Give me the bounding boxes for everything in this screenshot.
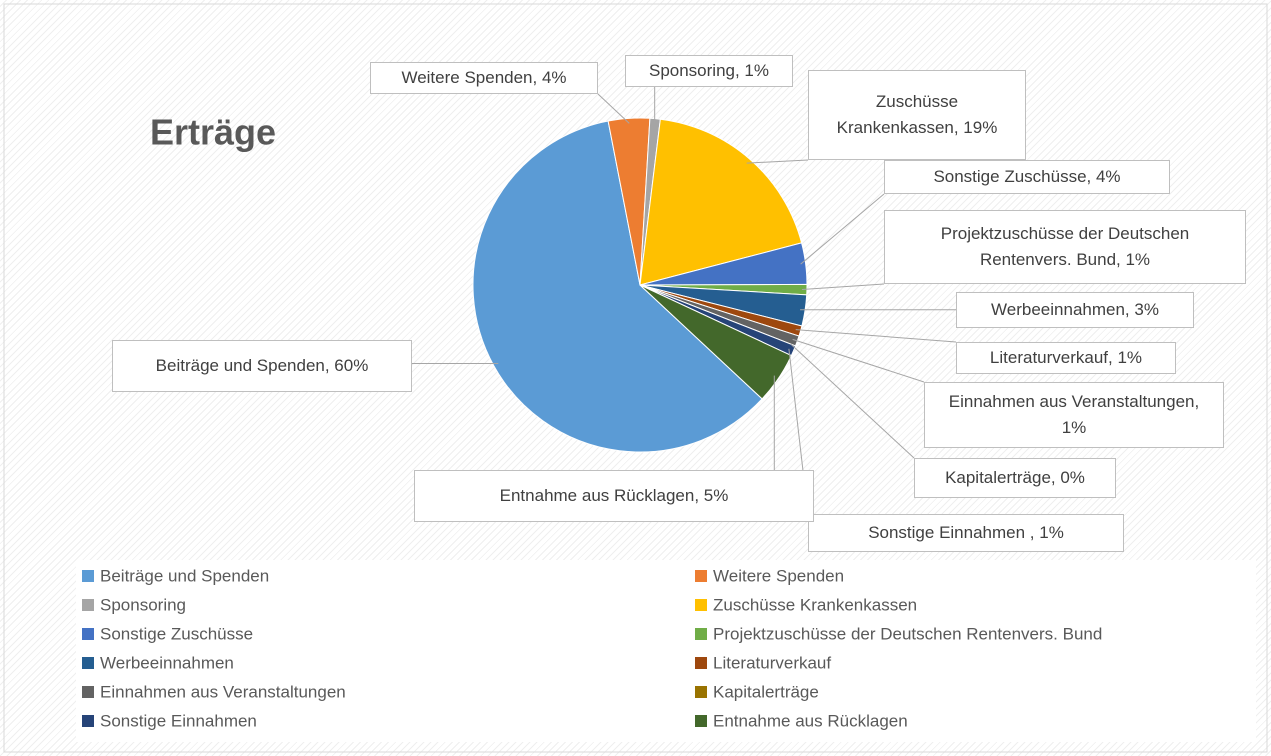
legend-swatch [695, 628, 707, 640]
leader-line [790, 343, 915, 459]
legend-swatch [82, 570, 94, 582]
legend-swatch [695, 715, 707, 727]
legend-swatch [82, 657, 94, 669]
legend-label: Projektzuschüsse der Deutschen Rentenver… [713, 624, 1102, 643]
legend-label: Sonstige Zuschüsse [100, 624, 253, 643]
leader-line [801, 283, 885, 291]
legend-swatch [695, 599, 707, 611]
leader-line [746, 159, 809, 164]
legend-swatch [695, 657, 707, 669]
data-label: Werbeeinnahmen, 3% [956, 292, 1194, 328]
legend-label: Sonstige Einnahmen [100, 711, 257, 730]
leader-line [597, 93, 630, 124]
legend-label: Zuschüsse Krankenkassen [713, 595, 917, 614]
data-label: Weitere Spenden, 4% [370, 62, 598, 94]
data-label: Sonstige Zuschüsse, 4% [884, 160, 1170, 194]
data-label: Sponsoring, 1% [625, 55, 793, 87]
data-label: Einnahmen aus Veranstaltungen, 1% [924, 382, 1224, 448]
chart-border [3, 3, 1268, 753]
legend-label: Einnahmen aus Veranstaltungen [100, 682, 346, 701]
data-label: Beiträge und Spenden, 60% [112, 340, 412, 392]
pie-slice [639, 284, 793, 400]
legend-swatch [82, 715, 94, 727]
data-label: Entnahme aus Rücklagen, 5% [414, 470, 814, 522]
data-label: Zuschüsse Krankenkassen, 19% [808, 70, 1026, 160]
data-label: Sonstige Einnahmen , 1% [808, 514, 1124, 552]
legend-label: Werbeeinnahmen [100, 653, 234, 672]
legend-label: Literaturverkauf [713, 653, 831, 672]
pie-slice [639, 118, 803, 286]
legend-swatch [695, 570, 707, 582]
legend-label: Weitere Spenden [713, 566, 844, 585]
legend-swatch [82, 599, 94, 611]
legend-area [76, 560, 1256, 742]
data-label: Literaturverkauf, 1% [956, 342, 1176, 374]
legend-label: Beiträge und Spenden [100, 566, 269, 585]
legend-label: Kapitalerträge [713, 682, 819, 701]
leader-line [792, 338, 925, 383]
legend-label: Entnahme aus Rücklagen [713, 711, 908, 730]
leader-line [795, 329, 957, 343]
data-label: Projektzuschüsse der Deutschen Rentenver… [884, 210, 1246, 284]
legend-swatch [82, 686, 94, 698]
leader-line [800, 193, 885, 265]
legend-swatch [82, 628, 94, 640]
pie-slice [472, 120, 763, 453]
legend-label: Sponsoring [100, 595, 186, 614]
chart-title: Erträge [150, 112, 276, 153]
legend-swatch [695, 686, 707, 698]
data-label: Kapitalerträge, 0% [914, 458, 1116, 498]
